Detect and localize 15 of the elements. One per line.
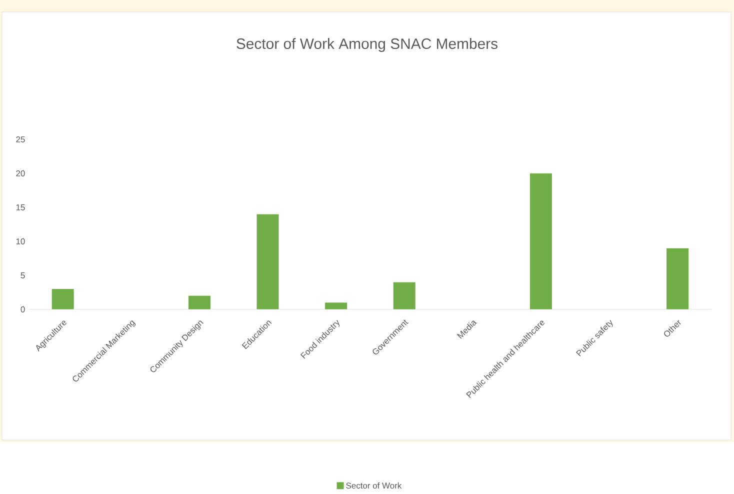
y-tick-label: 0 bbox=[20, 306, 25, 312]
y-tick-label: 25 bbox=[16, 136, 25, 142]
y-tick-label: 20 bbox=[16, 170, 25, 176]
bar bbox=[52, 288, 74, 310]
y-tick-label: 15 bbox=[16, 204, 25, 210]
bar bbox=[530, 173, 552, 310]
y-tick-label: 5 bbox=[20, 272, 25, 278]
bar bbox=[393, 282, 416, 310]
chart-title: Sector of Work Among SNAC Members bbox=[236, 38, 498, 52]
legend-label: Sector of Work bbox=[346, 482, 402, 489]
bar bbox=[325, 302, 348, 310]
y-tick-label: 10 bbox=[16, 238, 25, 244]
bar bbox=[256, 214, 279, 310]
bar bbox=[666, 248, 689, 310]
bar bbox=[188, 296, 210, 310]
